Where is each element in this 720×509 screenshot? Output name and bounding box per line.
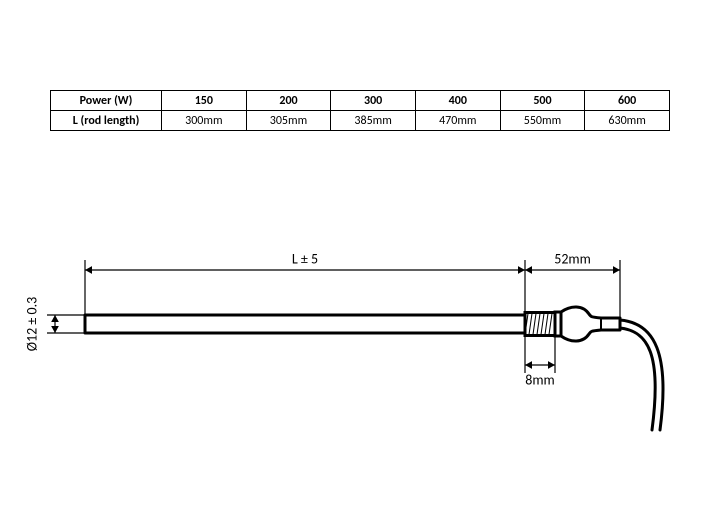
col-header-500: 500 [500,91,585,111]
cell-470mm: 470mm [415,111,500,131]
col-header-power: Power (W) [51,91,162,111]
svg-text:8mm: 8mm [525,371,554,388]
col-header-600: 600 [585,91,670,111]
technical-drawing: L ± 5 52mm 8mm Ø12 ± 0.3 [0,240,720,480]
col-header-200: 200 [246,91,331,111]
svg-text:Ø12 ± 0.3: Ø12 ± 0.3 [23,297,40,352]
svg-text:52mm: 52mm [554,250,591,267]
spec-table-container: Power (W) 150 200 300 400 500 600 L (rod… [50,90,670,131]
drawing-svg: L ± 5 52mm 8mm Ø12 ± 0.3 [0,240,720,480]
cell-550mm: 550mm [500,111,585,131]
cell-305mm: 305mm [246,111,331,131]
cell-385mm: 385mm [331,111,416,131]
spec-table: Power (W) 150 200 300 400 500 600 L (rod… [50,90,670,131]
col-header-300: 300 [331,91,416,111]
cell-630mm: 630mm [585,111,670,131]
svg-text:L ± 5: L ± 5 [292,250,318,267]
table-row: L (rod length) 300mm 305mm 385mm 470mm 5… [51,111,670,131]
col-header-400: 400 [415,91,500,111]
col-header-150: 150 [162,91,247,111]
table-row: Power (W) 150 200 300 400 500 600 [51,91,670,111]
row-label-length: L (rod length) [51,111,162,131]
cell-300mm: 300mm [162,111,247,131]
